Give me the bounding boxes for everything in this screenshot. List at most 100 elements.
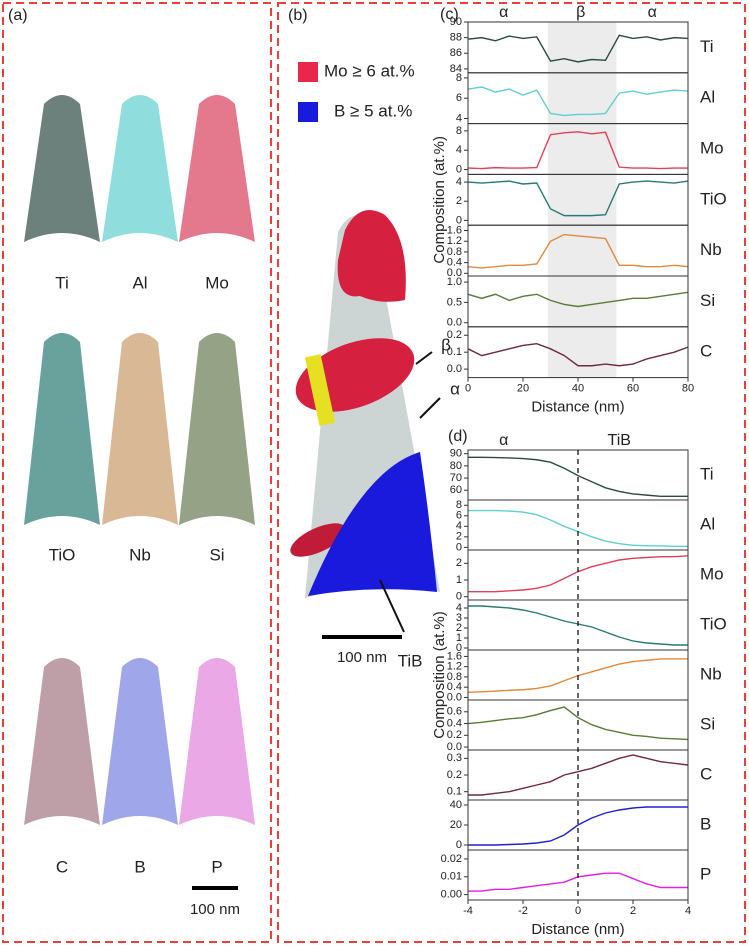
y-tick-label: 8 <box>456 499 462 511</box>
y-tick-label: 20 <box>450 819 462 831</box>
x-tick-label: 40 <box>572 383 584 395</box>
annotation: α <box>450 379 460 398</box>
map-label: C <box>56 857 68 876</box>
y-tick-label: 0.0 <box>447 741 462 753</box>
y-tick-label: 8 <box>456 125 462 137</box>
y-tick-label: 1.0 <box>447 276 462 288</box>
line-series <box>468 456 688 498</box>
annotation: β <box>576 4 585 21</box>
y-tick-label: 0.2 <box>447 329 462 341</box>
atom-map <box>24 95 100 242</box>
panel-label: (a) <box>8 7 28 24</box>
y-tick-label: 4 <box>456 144 462 156</box>
y-tick-label: 0.00 <box>441 889 462 901</box>
y-tick-label: 1 <box>456 574 462 586</box>
y-tick-label: 1.2 <box>447 661 462 673</box>
x-tick-label: 4 <box>685 905 691 917</box>
y-tick-label: 0.1 <box>447 346 462 358</box>
series-label: Ti <box>700 37 714 56</box>
highlight-band <box>547 22 617 378</box>
y-tick-label: 88 <box>450 32 462 44</box>
series-label: Nb <box>700 240 722 259</box>
y-tick-label: 90 <box>450 448 462 460</box>
atom-map <box>102 95 178 242</box>
annotation: TiB <box>398 651 423 670</box>
series-label: Mo <box>700 564 724 583</box>
series-label: Al <box>700 514 715 533</box>
line-series <box>467 343 689 367</box>
y-tick-label: 0 <box>456 214 462 226</box>
y-tick-label: 8 <box>456 72 462 84</box>
y-tick-label: 0.4 <box>447 681 462 693</box>
y-tick-label: 4 <box>456 602 462 614</box>
y-tick-label: 0.0 <box>447 691 462 703</box>
y-tick-label: 1.6 <box>447 650 462 662</box>
series-label: C <box>700 342 712 361</box>
y-tick-label: 84 <box>450 63 462 75</box>
y-tick-label: 0.0 <box>447 317 462 329</box>
y-tick-label: 80 <box>450 460 462 472</box>
y-tick-label: 86 <box>450 47 462 59</box>
map-label: Nb <box>129 545 151 564</box>
series-label: Si <box>700 291 715 310</box>
series-label: TiO <box>700 189 727 208</box>
atom-map <box>24 333 100 525</box>
map-label: B <box>134 857 145 876</box>
series-label: Al <box>700 88 715 107</box>
x-tick-label: 60 <box>627 383 639 395</box>
line-series <box>467 180 689 217</box>
y-tick-label: 6 <box>456 510 462 522</box>
map-label: Al <box>132 273 147 292</box>
y-tick-label: 2 <box>456 557 462 569</box>
line-series <box>468 806 688 846</box>
y-tick-label: 0.5 <box>447 296 462 308</box>
annotation: α <box>499 4 508 21</box>
line-series <box>467 291 689 308</box>
map-label: P <box>211 857 222 876</box>
y-tick-label: 0.0 <box>447 363 462 375</box>
annotation: β <box>441 335 451 354</box>
y-tick-label: 2 <box>456 195 462 207</box>
y-tick-label: 0 <box>456 591 462 603</box>
y-tick-label: 70 <box>450 472 462 484</box>
legend-swatch <box>298 102 318 122</box>
y-tick-label: 4 <box>456 176 462 188</box>
reconstruction <box>290 210 441 633</box>
x-tick-label: 80 <box>682 383 694 395</box>
y-tick-label: 2 <box>456 622 462 634</box>
annotation: α <box>648 4 657 21</box>
panel-label: (d) <box>448 428 468 445</box>
y-tick-label: 0 <box>456 163 462 175</box>
legend-swatch <box>298 62 318 82</box>
x-axis-title: Distance (nm) <box>531 399 624 416</box>
x-axis-title: Distance (nm) <box>531 921 624 938</box>
y-tick-label: 4 <box>456 112 462 124</box>
series-label: TiO <box>700 614 727 633</box>
y-tick-label: 0.6 <box>447 706 462 718</box>
panel-frame <box>277 2 746 943</box>
scale-label: 100 nm <box>190 901 240 918</box>
series-label: Nb <box>700 664 722 683</box>
y-tick-label: 0.0 <box>447 267 462 279</box>
y-tick-label: 2 <box>456 531 462 543</box>
line-series <box>467 86 689 117</box>
x-tick-label: 0 <box>575 905 581 917</box>
map-label: Ti <box>55 273 69 292</box>
line-series <box>467 706 689 741</box>
y-tick-label: 0 <box>456 541 462 553</box>
atom-map <box>179 95 255 242</box>
y-tick-label: 6 <box>456 92 462 104</box>
y-tick-label: 40 <box>450 799 462 811</box>
y-tick-label: 0.8 <box>447 671 462 683</box>
y-tick-label: 0.2 <box>447 729 462 741</box>
y-tick-label: 0 <box>456 642 462 654</box>
y-tick-label: 60 <box>450 484 462 496</box>
series-label: Ti <box>700 464 714 483</box>
line-series <box>467 233 689 269</box>
y-tick-label: 1 <box>456 632 462 644</box>
y-tick-label: 0.4 <box>447 717 462 729</box>
y-tick-label: 90 <box>450 16 462 28</box>
atom-map <box>102 333 178 525</box>
line-series <box>467 131 688 170</box>
series-label: P <box>700 864 711 883</box>
